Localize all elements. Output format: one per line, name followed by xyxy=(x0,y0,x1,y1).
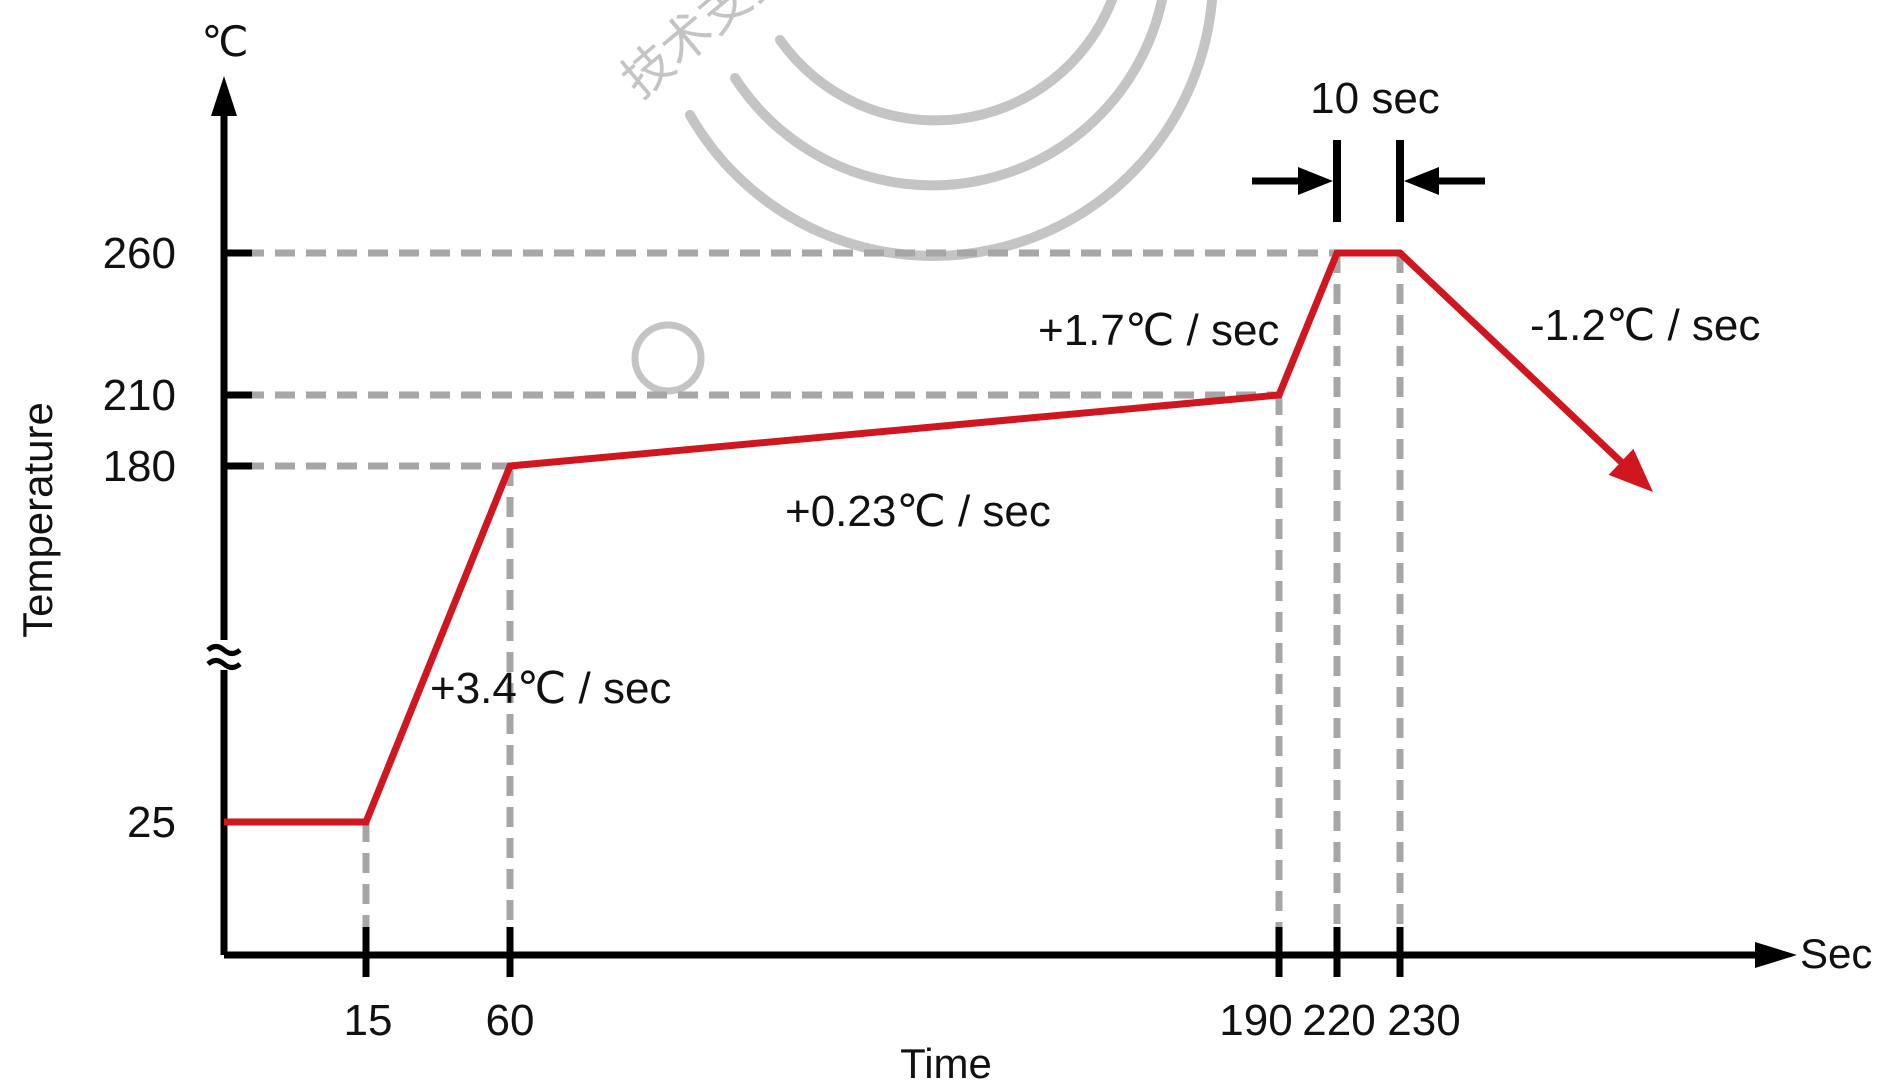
ten-second-dimension xyxy=(1252,140,1485,222)
axis-ticks: 25 180 210 260 15 60 190 220 230 xyxy=(103,229,1461,1045)
temperature-profile xyxy=(224,249,1653,826)
x-tick-label-230: 230 xyxy=(1387,996,1460,1045)
annotation-cooling-rate: -1.2℃ / sec xyxy=(1530,301,1760,350)
dim-arrow-right-head xyxy=(1404,167,1439,195)
x-axis-arrowhead xyxy=(1755,942,1797,968)
y-tick-label-25: 25 xyxy=(127,798,176,847)
y-axis-arrowhead xyxy=(211,76,237,116)
y-unit-label: ℃ xyxy=(201,18,248,65)
y-axis-title: Temperature xyxy=(14,402,61,638)
x-tick-label-15: 15 xyxy=(344,996,393,1045)
annotation-ramp-to-peak-rate: +1.7℃ / sec xyxy=(1038,306,1279,355)
axes xyxy=(206,76,1797,968)
annotation-preheat-rate: +0.23℃ / sec xyxy=(785,487,1051,536)
x-axis-title: Time xyxy=(900,1040,992,1087)
axis-break-icon xyxy=(206,640,242,670)
annotation-ramp-up-rate: +3.4℃ / sec xyxy=(430,664,671,713)
x-tick-label-60: 60 xyxy=(486,996,535,1045)
y-tick-label-180: 180 xyxy=(103,442,176,491)
y-tick-label-260: 260 xyxy=(103,229,176,278)
temperature-curve xyxy=(224,249,1628,826)
dim-arrow-left-head xyxy=(1298,167,1333,195)
x-tick-label-220: 220 xyxy=(1302,996,1375,1045)
curve-end-arrowhead xyxy=(1608,448,1653,492)
x-tick-label-190: 190 xyxy=(1219,996,1292,1045)
x-unit-label: Sec xyxy=(1800,930,1872,977)
y-tick-label-210: 210 xyxy=(103,371,176,420)
annotation-peak-duration: 10 sec xyxy=(1310,74,1440,123)
watermark-text: 技术支持 xyxy=(610,0,800,109)
reference-lines xyxy=(244,249,1404,933)
